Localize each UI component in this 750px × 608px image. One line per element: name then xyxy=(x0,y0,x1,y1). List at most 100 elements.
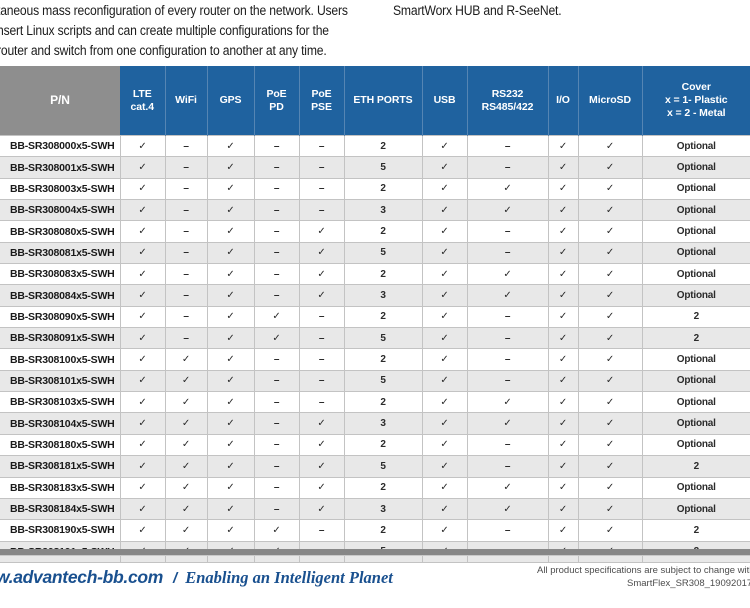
spec-value-cell: ✓ xyxy=(577,476,643,499)
spec-value-cell: ✓ xyxy=(206,305,255,329)
spec-value-cell: ✓ xyxy=(206,284,255,307)
spec-value-cell: ✓ xyxy=(466,412,549,435)
spec-value-cell: ✓ xyxy=(253,519,300,542)
spec-value-cell: ✓ xyxy=(421,348,468,371)
table-row: BB-SR308180x5-SWH ✓ ✓ ✓ – ✓ 2 ✓ – ✓ ✓ Optional xyxy=(0,433,750,457)
part-number-cell: BB-SR308001x5-SWH xyxy=(0,156,121,179)
part-number-cell: BB-SR308084x5-SWH xyxy=(0,284,121,307)
spec-value-cell: ✓ xyxy=(206,199,255,222)
spec-value-cell: – xyxy=(298,348,345,371)
table-row: BB-SR308190x5-SWH ✓ ✓ ✓ ✓ –2 ✓ – ✓ ✓ 2 xyxy=(0,519,750,542)
spec-value-cell: Optional xyxy=(641,263,750,286)
spec-value-cell: ✓ xyxy=(547,327,579,350)
spec-value-cell: ✓ xyxy=(547,519,579,542)
product-spec-table: P/N LTE cat.4 WiFi GPS PoE PD PoE PSE ET… xyxy=(0,66,750,563)
spec-value-cell: 2 xyxy=(343,134,423,158)
spec-value-cell: – xyxy=(466,455,549,478)
table-row: BB-SR308000x5-SWH ✓ – ✓ – –2 ✓ – ✓ ✓ Optional xyxy=(0,134,750,158)
column-header-rs232: RS232 RS485/422 xyxy=(466,66,548,136)
spec-value-cell: – xyxy=(466,220,549,243)
spec-value-cell: – xyxy=(164,220,208,243)
spec-value-cell: 2 xyxy=(641,305,750,329)
spec-value-cell: ✓ xyxy=(466,263,549,286)
spec-value-cell: ✓ xyxy=(547,497,579,521)
footer-tagline: Enabling an Intelligent Planet xyxy=(185,568,393,587)
part-number-cell: BB-SR308181x5-SWH xyxy=(0,455,121,478)
spec-value-cell: 5 xyxy=(343,369,423,393)
spec-value-cell: 3 xyxy=(343,284,423,307)
spec-value-cell: ✓ xyxy=(421,199,468,222)
part-number-cell: BB-SR308101x5-SWH xyxy=(0,369,121,393)
spec-value-cell: 2 xyxy=(343,476,423,499)
spec-value-cell: – xyxy=(466,369,549,393)
spec-value-cell: ✓ xyxy=(421,177,468,201)
spec-value-cell: ✓ xyxy=(577,156,643,179)
spec-value-cell: 5 xyxy=(343,327,423,350)
spec-value-cell: – xyxy=(253,177,300,201)
spec-value-cell: ✓ xyxy=(206,412,255,435)
spec-value-cell: – xyxy=(253,476,300,499)
spec-value-cell: – xyxy=(466,134,549,158)
part-number-cell: BB-SR308083x5-SWH xyxy=(0,263,121,286)
spec-value-cell: Optional xyxy=(641,497,750,521)
spec-value-cell: 2 xyxy=(343,519,423,542)
spec-value-cell: 2 xyxy=(343,220,423,243)
spec-value-cell: ✓ xyxy=(421,241,468,265)
column-header-eth-ports: ETH PORTS xyxy=(343,66,422,136)
footer-slash-separator: / xyxy=(173,570,178,587)
part-number-cell: BB-SR308091x5-SWH xyxy=(0,327,121,350)
table-row: BB-SR308184x5-SWH ✓ ✓ ✓ – ✓ 3 ✓ ✓ ✓ ✓ Optional xyxy=(0,497,750,521)
spec-value-cell: – xyxy=(298,305,345,329)
spec-value-cell: – xyxy=(298,369,345,393)
spec-value-cell: – xyxy=(466,241,549,265)
table-row: BB-SR308101x5-SWH ✓ ✓ ✓ – –5 ✓ – ✓ ✓ Optional xyxy=(0,369,750,393)
spec-value-cell: ✓ xyxy=(547,220,579,243)
column-header-pn: P/N xyxy=(0,66,120,136)
spec-value-cell: – xyxy=(253,284,300,307)
table-row: BB-SR308081x5-SWH ✓ – ✓ – ✓ 5 ✓ – ✓ ✓ Optional xyxy=(0,241,750,265)
spec-value-cell: ✓ xyxy=(577,433,643,457)
spec-value-cell: ✓ xyxy=(466,391,549,414)
spec-value-cell: – xyxy=(164,263,208,286)
spec-value-cell: ✓ xyxy=(466,284,549,307)
spec-value-cell: – xyxy=(253,369,300,393)
spec-value-cell: ✓ xyxy=(421,412,468,435)
spec-value-cell: 2 xyxy=(641,519,750,542)
part-number-cell: BB-SR308100x5-SWH xyxy=(0,348,121,371)
footer-website-link[interactable]: w.advantech-bb.com xyxy=(0,567,164,587)
column-header-cover: Cover x = 1- Plastic x = 2 - Metal xyxy=(641,66,750,136)
spec-value-cell: ✓ xyxy=(547,177,579,201)
column-header-microsd: MicroSD xyxy=(577,66,642,136)
intro-line: nsert Linux scripts and can create multi… xyxy=(0,23,329,38)
spec-value-cell: 2 xyxy=(343,391,423,414)
spec-value-cell: ✓ xyxy=(298,241,345,265)
spec-value-cell: – xyxy=(164,305,208,329)
spec-value-cell: ✓ xyxy=(577,391,643,414)
spec-value-cell: 2 xyxy=(343,177,423,201)
column-header-gps: GPS xyxy=(206,66,254,136)
spec-value-cell: ✓ xyxy=(466,497,549,521)
footer-divider-bar xyxy=(0,549,750,556)
spec-value-cell: – xyxy=(253,433,300,457)
fineprint-document-id: SmartFlex_SR308_19092017d xyxy=(627,577,750,589)
spec-value-cell: – xyxy=(466,348,549,371)
spec-value-cell: Optional xyxy=(641,220,750,243)
spec-value-cell: Optional xyxy=(641,177,750,201)
spec-value-cell: ✓ xyxy=(119,199,166,222)
spec-value-cell: ✓ xyxy=(164,348,208,371)
spec-value-cell: – xyxy=(466,305,549,329)
spec-value-cell: ✓ xyxy=(119,284,166,307)
intro-text-left-column: taneous mass reconfiguration of every ro… xyxy=(0,1,348,61)
spec-value-cell: – xyxy=(164,327,208,350)
column-header-usb: USB xyxy=(421,66,467,136)
spec-value-cell: ✓ xyxy=(119,433,166,457)
table-row: BB-SR308001x5-SWH ✓ – ✓ – –5 ✓ – ✓ ✓ Optional xyxy=(0,156,750,179)
table-row: BB-SR308183x5-SWH ✓ ✓ ✓ – ✓ 2 ✓ ✓ ✓ ✓ Optional xyxy=(0,476,750,499)
spec-value-cell: 5 xyxy=(343,455,423,478)
part-number-cell: BB-SR308090x5-SWH xyxy=(0,305,121,329)
spec-value-cell: ✓ xyxy=(119,327,166,350)
spec-value-cell: ✓ xyxy=(547,134,579,158)
spec-value-cell: ✓ xyxy=(421,327,468,350)
spec-value-cell: ✓ xyxy=(206,241,255,265)
